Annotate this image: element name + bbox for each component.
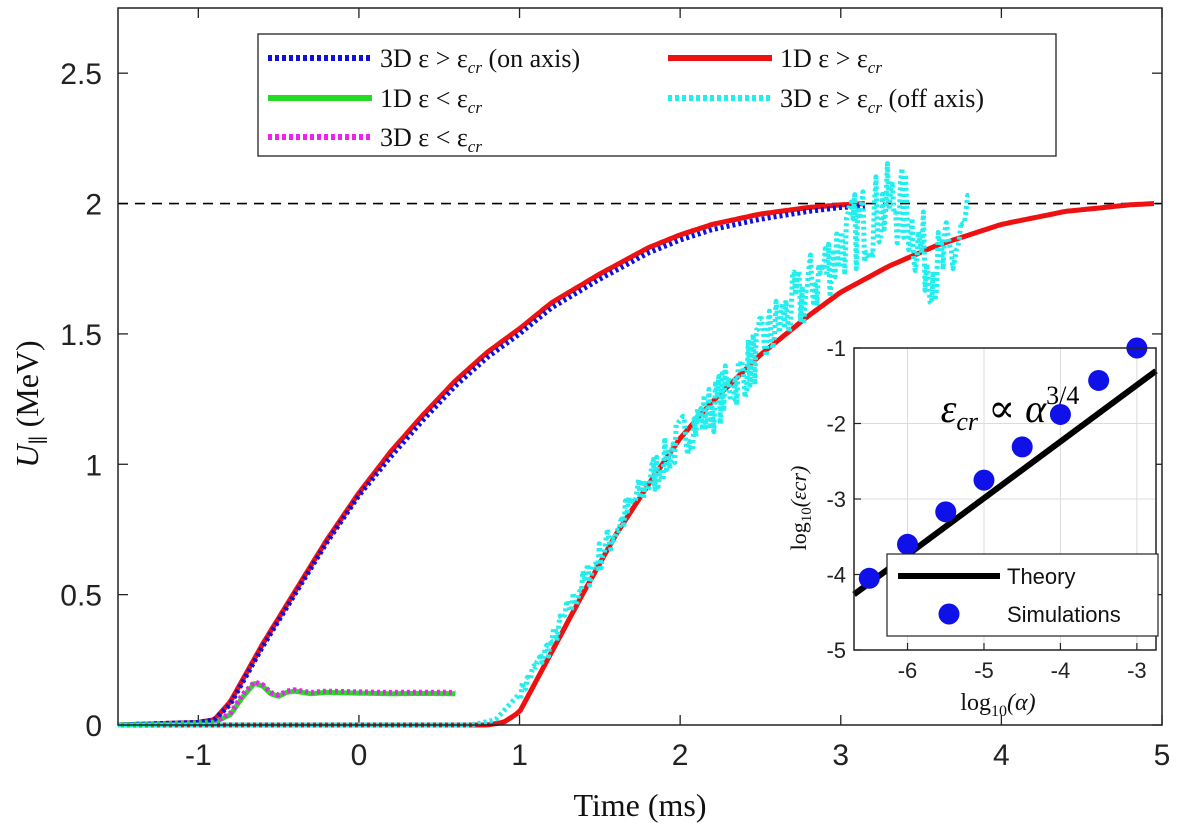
y-tick-label: 1.5: [60, 319, 102, 352]
x-tick-label: 3: [832, 739, 849, 772]
y-axis-label-unit: (MeV): [9, 340, 45, 427]
inset-x-label: log10(α): [960, 690, 1035, 720]
svg-text:log10(εcr): log10(εcr): [786, 466, 815, 551]
inset-simulation-point: [1011, 436, 1033, 458]
inset-title-sup: 3/4: [1046, 381, 1079, 410]
series-line-0: [117, 203, 865, 728]
inset-y-label-sub: 10: [799, 507, 815, 522]
inset-tick-labels: -6 -5 -4 -3 -5 -4 -3 -2 -1: [826, 336, 1146, 683]
series-line-5: [117, 161, 971, 728]
inset-x-label-arg: (α): [1007, 690, 1036, 716]
y-tick-label: 0: [85, 710, 102, 743]
y-tick-label: 2: [85, 189, 102, 222]
legend-label-main: 1D ε < ε: [380, 84, 468, 113]
x-tick-label: 0: [351, 739, 368, 772]
legend-label-suffix: (on axis): [482, 44, 580, 73]
main-plot-border: [117, 7, 1163, 726]
inset-simulation-point: [973, 469, 995, 491]
legend-label-sub: cr: [468, 98, 483, 117]
inset-legend-sim-label: Simulations: [1007, 602, 1121, 627]
legend-label-sub: cr: [468, 137, 483, 156]
legend-label-main: 1D ε > ε: [780, 44, 868, 73]
legend-label: 3D ε > εcr (on axis): [380, 44, 580, 77]
inset-legend-sim-swatch: [938, 603, 960, 625]
inset-plot-border: [853, 347, 1157, 651]
inset-y-tick-label: -2: [826, 412, 846, 437]
inset-y-tick-label: -3: [826, 487, 846, 512]
x-axis-label: Time (ms): [573, 787, 706, 823]
inset-legend-theory-label: Theory: [1007, 564, 1075, 589]
y-axis-label-sub: ∥: [28, 435, 50, 444]
inset-simulation-point: [1049, 403, 1071, 425]
x-tick-label: 4: [993, 739, 1010, 772]
inset-simulation-point: [935, 501, 957, 523]
inset-legend: Theory Simulations: [886, 553, 1159, 637]
inset-title-main: ε: [941, 386, 957, 431]
inset-x-tick-label: -5: [974, 658, 994, 683]
legend-label-main: 3D ε > ε: [380, 44, 468, 73]
inset-x-tick-label: -4: [1051, 658, 1071, 683]
inset-simulation-point: [858, 567, 880, 589]
inset-chart: -6 -5 -4 -3-5-4-3-2-1 εcr ∝ α3/4 log10(α) l…: [786, 336, 1159, 720]
x-tick-label: -1: [185, 739, 212, 772]
legend-label-sub: cr: [868, 58, 883, 77]
x-tick-label: 2: [672, 739, 689, 772]
y-tick-label: 2.5: [60, 58, 102, 91]
svg-text:U∥(MeV): U∥ (MeV): [9, 340, 50, 467]
inset-y-tick-label: -4: [826, 563, 846, 588]
inset-x-label-main: log: [960, 690, 991, 716]
inset-simulation-point: [1088, 369, 1110, 391]
inset-y-label: log10(εcr): [786, 466, 815, 551]
inset-title: εcr ∝ α3/4: [941, 381, 1080, 436]
inset-simulation-point: [897, 533, 919, 555]
legend-label-main: 3D ε > ε: [780, 84, 868, 113]
inset-x-label-sub: 10: [991, 703, 1007, 720]
legend-label: 1D ε < εcr: [380, 84, 482, 117]
legend-label-sub: cr: [468, 58, 483, 77]
x-tick-label: 1: [511, 739, 528, 772]
legend-label-suffix: (off axis): [882, 84, 984, 113]
y-axis-label: U∥ (MeV): [9, 340, 50, 467]
main-tick-labels: -1 0 1 2 3 4 5 0 0.5 1 1.5 2 2.5: [60, 58, 1170, 772]
inset-y-label-main: log: [786, 522, 811, 550]
inset-title-sub: cr: [956, 407, 979, 436]
legend-label-main: 3D ε < ε: [380, 123, 468, 152]
inset-legend-box: [886, 553, 1159, 637]
inset-y-tick-label: -1: [826, 336, 846, 361]
inset-x-tick-label: -6: [898, 658, 918, 683]
legend-label-sub: cr: [868, 98, 883, 117]
legend-label: 3D ε > εcr (off axis): [780, 84, 984, 117]
y-axis-label-main: U: [9, 443, 45, 468]
y-tick-label: 0.5: [60, 580, 102, 613]
x-tick-label: 5: [1154, 739, 1171, 772]
legend-label: 3D ε < εcr: [380, 123, 482, 156]
legend-label: 1D ε > εcr: [780, 44, 882, 77]
inset-x-tick-label: -3: [1127, 658, 1147, 683]
y-tick-label: 1: [85, 449, 102, 482]
legend-box: [257, 33, 1057, 157]
inset-title-mid: ∝ α: [978, 386, 1047, 431]
inset-y-tick-label: -5: [826, 638, 846, 663]
inset-y-label-arg: (εcr): [786, 466, 811, 508]
